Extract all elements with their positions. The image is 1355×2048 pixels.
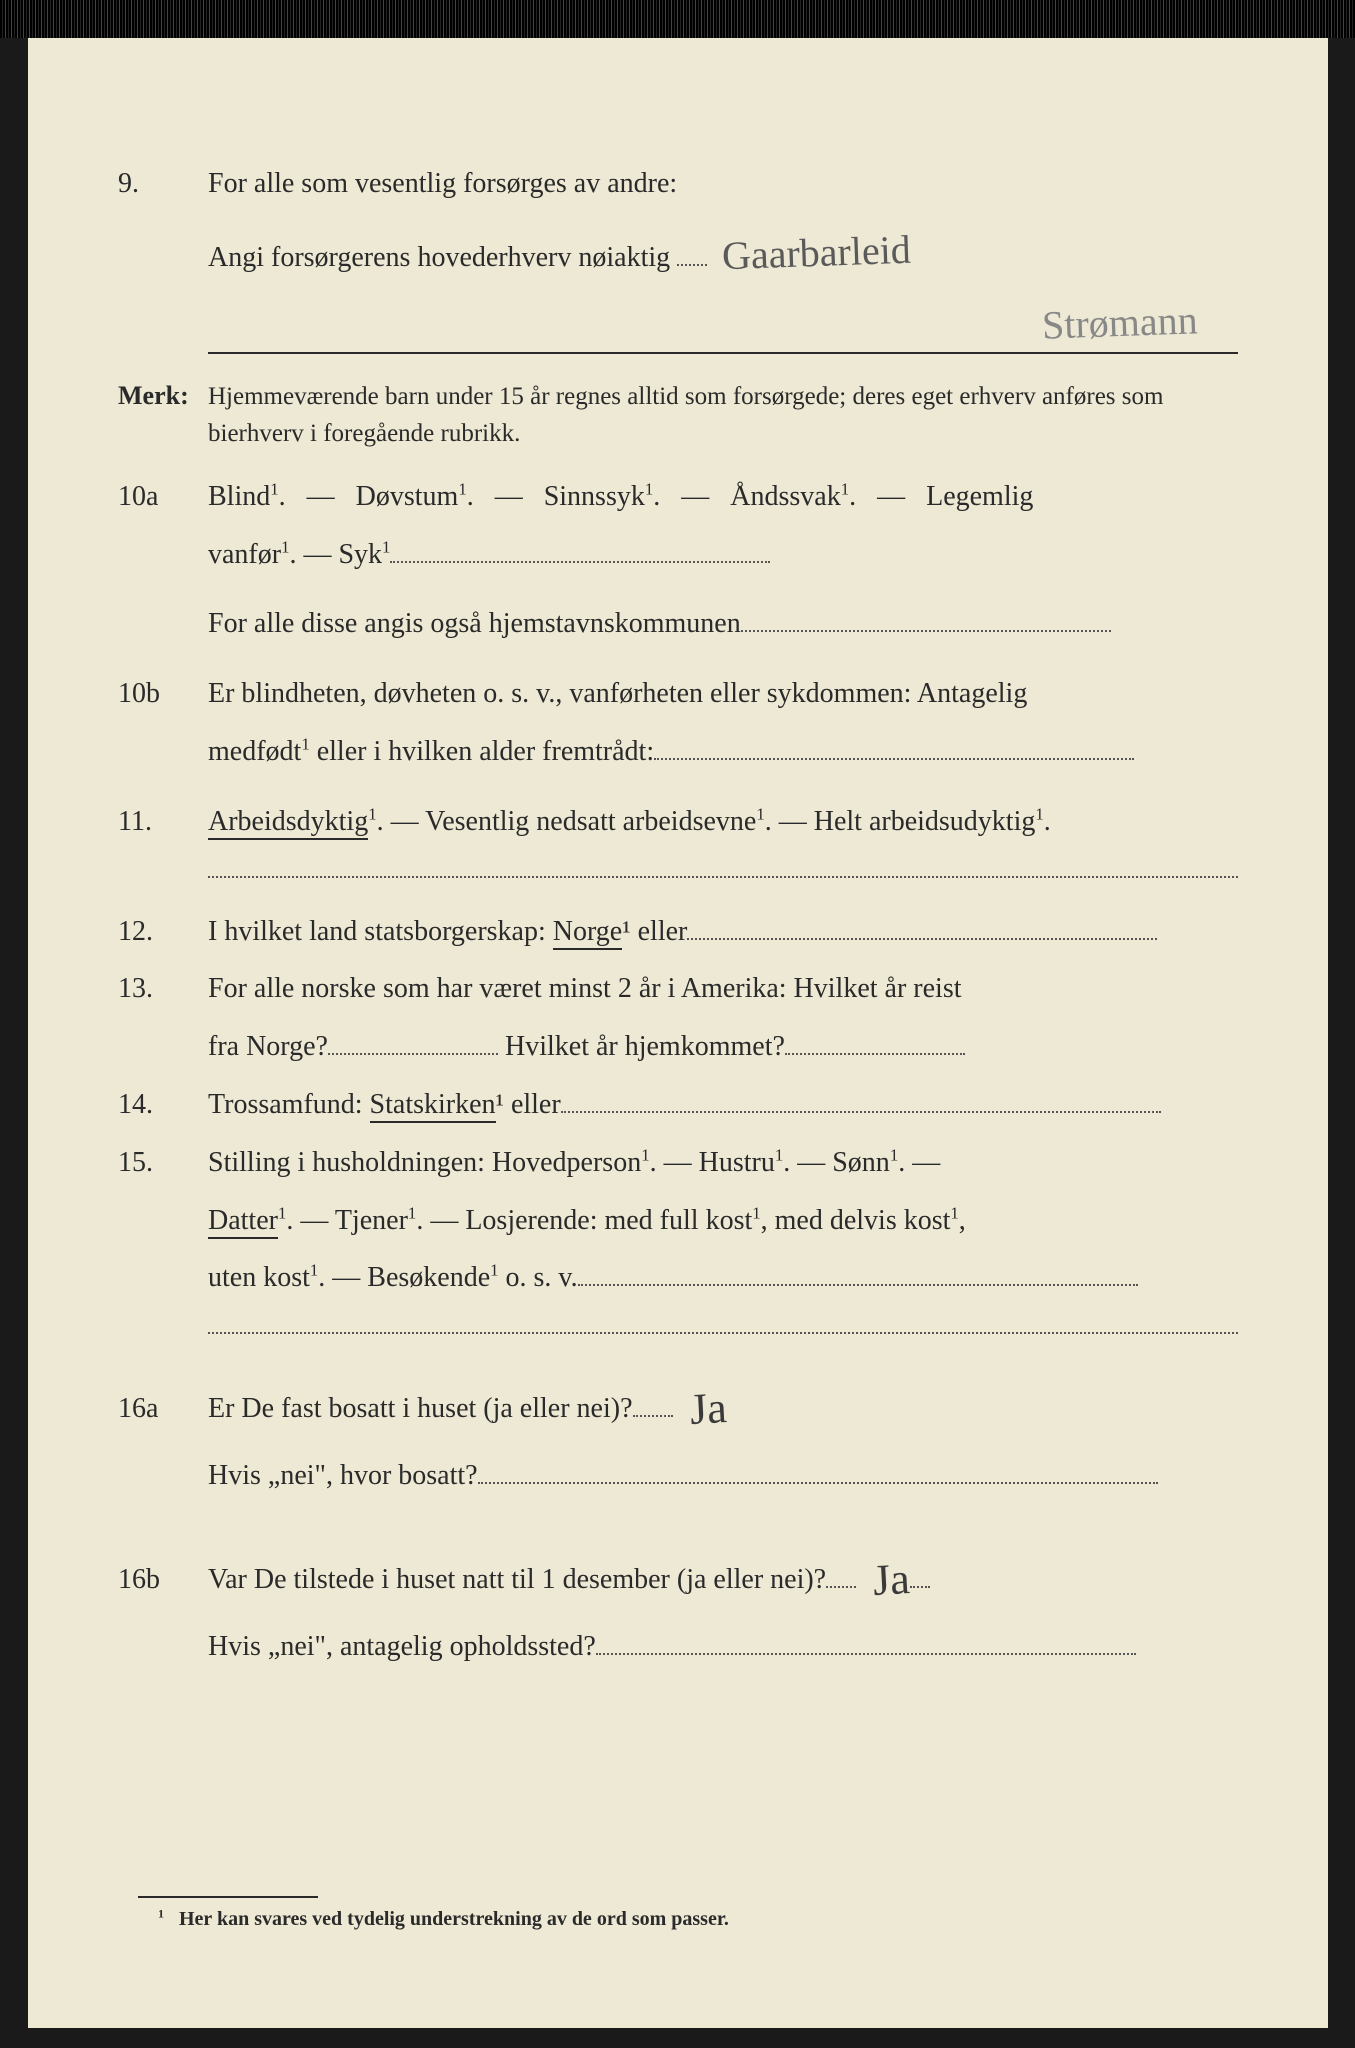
q9-line2-row: Angi forsørgerens hovederhverv nøiaktig … — [118, 216, 1238, 290]
q16b-number: 16b — [118, 1554, 208, 1606]
q16a: 16a Er De fast bosatt i huset (ja eller … — [118, 1362, 1238, 1443]
divider-after-11 — [208, 876, 1238, 878]
q15-line2b: 1. — Tjener1. — Losjerende: med full kos… — [278, 1205, 966, 1236]
q10a: 10a Blind1. — Døvstum1. — Sinnssyk1. — Å… — [118, 471, 1238, 523]
q15-number: 15. — [118, 1137, 208, 1189]
merk-text: Hjemmeværende barn under 15 år regnes al… — [208, 378, 1238, 453]
q11-text: Arbeidsdyktig1. — Vesentlig nedsatt arbe… — [208, 796, 1238, 848]
divider-after-15 — [208, 1332, 1238, 1334]
q10b-line1: Er blindheten, døvheten o. s. v., vanfør… — [208, 668, 1238, 720]
q9-handwritten2: Strømann — [1041, 283, 1199, 362]
footnote: 1 Her kan svares ved tydelig understrekn… — [158, 1901, 729, 1938]
q14-text-b: ¹ eller — [496, 1089, 561, 1120]
q11-underlined: Arbeidsdyktig — [208, 806, 368, 840]
q9-number: 9. — [118, 158, 208, 210]
q16a-line2: Hvis „nei", hvor bosatt? — [208, 1460, 478, 1491]
q14-underlined: Statskirken — [370, 1089, 496, 1123]
q16a-line1: Er De fast bosatt i huset (ja eller nei)… — [208, 1393, 633, 1424]
q10b-number: 10b — [118, 668, 208, 720]
q15-line1: Stilling i husholdningen: Hovedperson1. … — [208, 1137, 1238, 1189]
q10a-opts2: vanfør1. — Syk1 — [208, 539, 390, 570]
q13-number: 13. — [118, 963, 208, 1015]
merk-label: Merk: — [118, 372, 208, 420]
q13-line2a: fra Norge? — [208, 1031, 328, 1062]
q14-number: 14. — [118, 1079, 208, 1131]
footnote-rule — [138, 1896, 318, 1898]
q12-text-a: I hvilket land statsborgerskap: — [208, 916, 553, 947]
q10a-line3: For alle disse angis også hjemstavnskomm… — [208, 608, 741, 639]
q13-line1: For alle norske som har været minst 2 år… — [208, 963, 1238, 1015]
scan-noise-top — [0, 0, 1355, 38]
q11-number: 11. — [118, 796, 208, 848]
q10b: 10b Er blindheten, døvheten o. s. v., va… — [118, 668, 1238, 720]
q16b-line2: Hvis „nei", antagelig opholdssted? — [208, 1631, 596, 1662]
q10b-line2: medfødt1 eller i hvilken alder fremtrådt… — [208, 736, 654, 767]
q14-text-a: Trossamfund: — [208, 1089, 370, 1120]
q12-text-b: ¹ eller — [622, 916, 687, 947]
merk-row: Merk: Hjemmeværende barn under 15 år reg… — [118, 372, 1238, 453]
q11: 11. Arbeidsdyktig1. — Vesentlig nedsatt … — [118, 796, 1238, 848]
q9-line1: For alle som vesentlig forsørges av andr… — [208, 158, 1238, 210]
q15-line3: uten kost1. — Besøkende1 o. s. v. — [208, 1262, 578, 1293]
footnote-marker: 1 — [158, 1906, 164, 1920]
census-form-page: 9. For alle som vesentlig forsørges av a… — [28, 38, 1328, 2028]
q16a-number: 16a — [118, 1383, 208, 1435]
q12: 12. I hvilket land statsborgerskap: Norg… — [118, 906, 1238, 958]
q15: 15. Stilling i husholdningen: Hovedperso… — [118, 1137, 1238, 1189]
q13-line2b: Hvilket år hjemkommet? — [505, 1031, 785, 1062]
q16b-line1: Var De tilstede i huset natt til 1 desem… — [208, 1564, 826, 1595]
footnote-text: Her kan svares ved tydelig understreknin… — [179, 1908, 729, 1930]
q10a-opts: Blind1. — Døvstum1. — Sinnssyk1. — Åndss… — [208, 471, 1238, 523]
q13: 13. For alle norske som har været minst … — [118, 963, 1238, 1015]
q9: 9. For alle som vesentlig forsørges av a… — [118, 158, 1238, 210]
q16a-answer: Ja — [687, 1367, 728, 1450]
q14: 14. Trossamfund: Statskirken¹ eller — [118, 1079, 1238, 1131]
q9-line2-label: Angi forsørgerens hovederhverv nøiaktig — [208, 242, 670, 273]
q16b: 16b Var De tilstede i huset natt til 1 d… — [118, 1533, 1238, 1614]
q15-underlined: Datter — [208, 1205, 278, 1239]
q16b-answer: Ja — [871, 1538, 912, 1621]
q12-underlined: Norge — [553, 916, 622, 950]
q9-handwritten1: Gaarbarleid — [721, 213, 912, 294]
q12-number: 12. — [118, 906, 208, 958]
q10a-number: 10a — [118, 471, 208, 523]
